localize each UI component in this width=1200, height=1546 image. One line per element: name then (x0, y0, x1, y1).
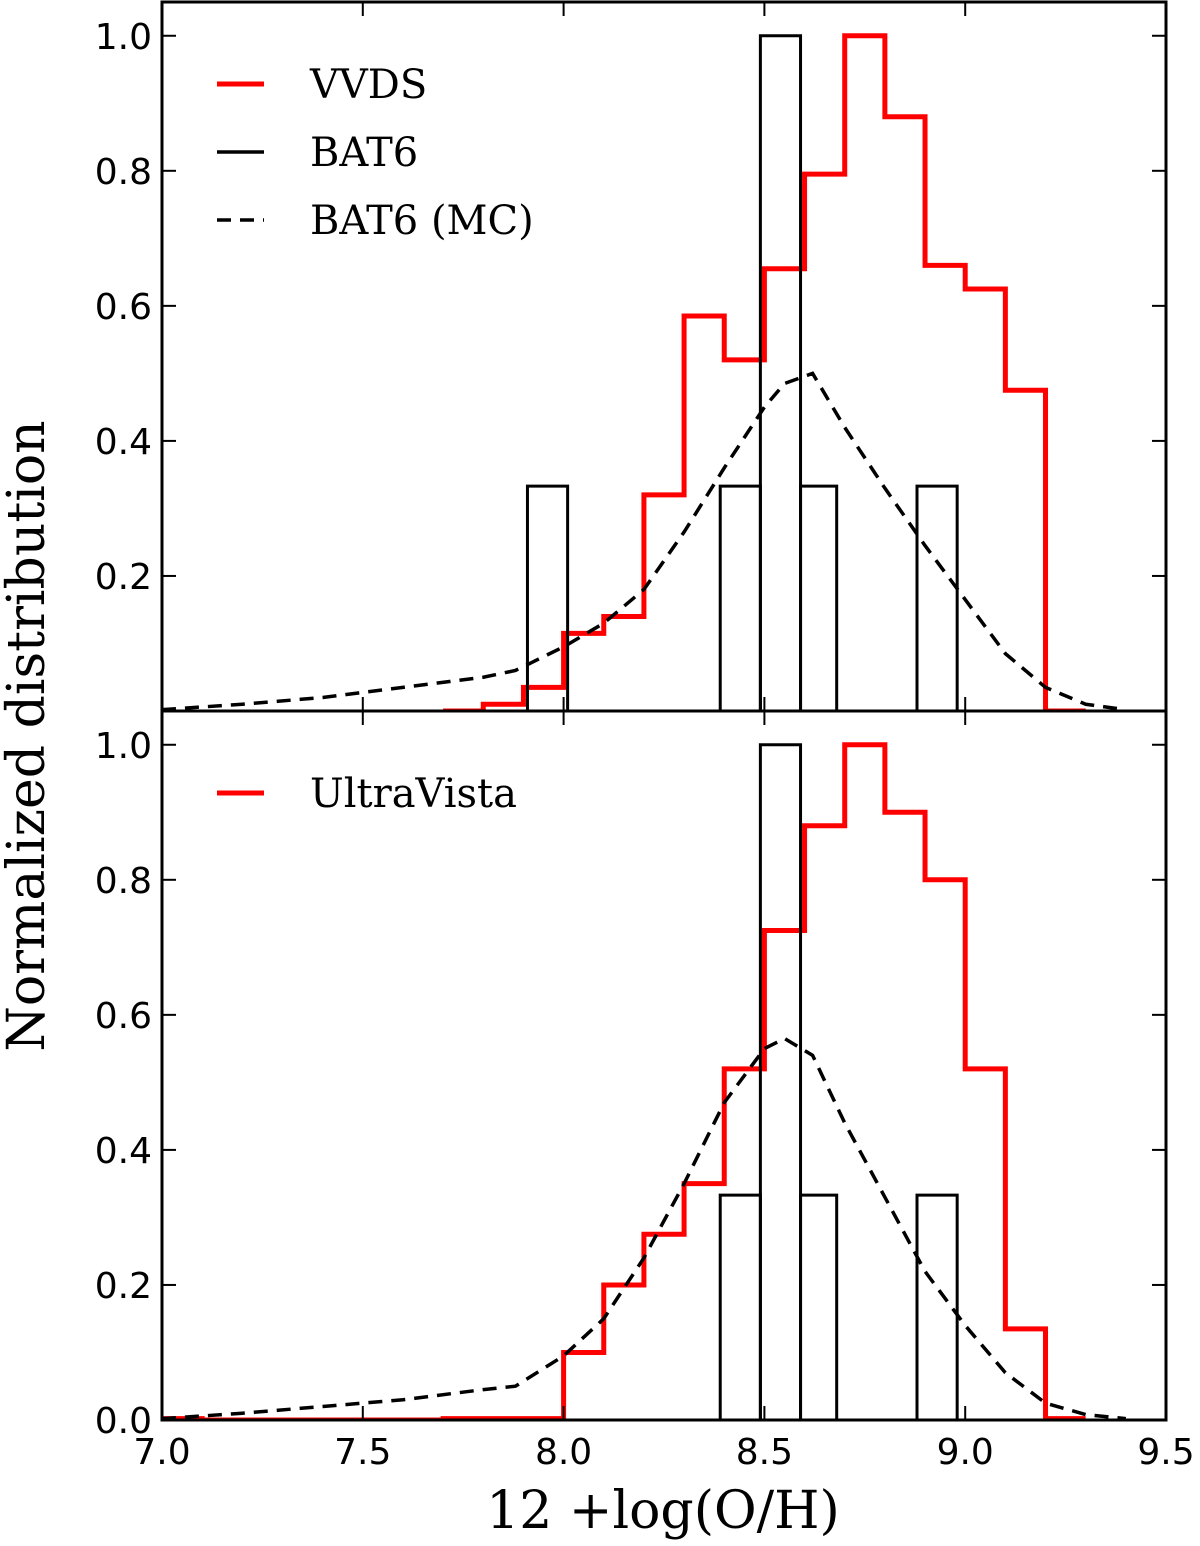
top-legend-label-vvds: VVDS (309, 62, 427, 108)
bottom-series-bat6-mc-dashed-curve (162, 1036, 1127, 1420)
bottom-series-group (162, 742, 1127, 1420)
bottom-y-tick-label-3: 0.6 (95, 996, 152, 1037)
bottom-x-tick-label-1: 7.5 (334, 1432, 391, 1473)
top-panel: 0.2 0.4 0.6 0.8 1.0 VVDS BAT6 BAT6 (MC) (95, 0, 1168, 713)
bottom-y-tick-label-1: 0.2 (95, 1266, 152, 1307)
top-legend-label-bat6: BAT6 (310, 130, 418, 176)
bottom-x-tick-label-0: 7.0 (133, 1432, 190, 1473)
top-series-group (162, 33, 1127, 711)
top-series-bat6-bar-4 (915, 484, 959, 711)
bottom-panel: 7.0 7.5 8.0 8.5 9.0 9.5 0.0 0.2 0.4 0.6 0.8 1.0 Ult… (95, 709, 1195, 1473)
bottom-x-tick-label-2: 8.0 (535, 1432, 592, 1473)
x-axis-title: 12 +log(O/H) (486, 1481, 840, 1541)
top-y-tick-label-4: 1.0 (95, 17, 152, 58)
y-axis-title: Normalized distribution (0, 420, 57, 1051)
bottom-x-tick-label-4: 9.0 (937, 1432, 994, 1473)
top-panel-tick-labels: 0.2 0.4 0.6 0.8 1.0 (95, 17, 152, 598)
bottom-panel-legend: UltraVista (217, 771, 517, 817)
bottom-y-tick-label-2: 0.4 (95, 1131, 152, 1172)
bottom-y-tick-label-4: 0.8 (95, 861, 152, 902)
top-y-tick-label-2: 0.6 (95, 287, 152, 328)
bottom-panel-tick-labels: 7.0 7.5 8.0 8.5 9.0 9.5 0.0 0.2 0.4 0.6 0.8 1.0 (95, 726, 1195, 1473)
bottom-panel-plot-area (162, 742, 1127, 1420)
bottom-series-bat6-bar-3 (915, 1193, 959, 1420)
top-series-bat6-bar-2 (758, 34, 803, 711)
top-y-tick-label-3: 0.8 (95, 152, 152, 193)
bottom-series-bat6-bar-1 (758, 743, 803, 1420)
top-panel-plot-area (162, 33, 1127, 711)
top-panel-legend: VVDS BAT6 BAT6 (MC) (217, 62, 534, 244)
top-series-bat6-bar-3 (799, 484, 839, 711)
bottom-legend-label-ultravista: UltraVista (310, 771, 517, 817)
top-legend-label-bat6-mc: BAT6 (MC) (310, 198, 534, 244)
top-series-bat6-bar-0 (525, 484, 570, 711)
bottom-x-tick-label-3: 8.5 (736, 1432, 793, 1473)
top-series-bat6-mc-dashed-curve (162, 371, 1127, 711)
top-series-vvds-step-line (443, 33, 1086, 711)
top-y-tick-label-0: 0.2 (95, 557, 152, 598)
bottom-series-bat6-bar-2 (799, 1193, 839, 1420)
bottom-y-tick-label-5: 1.0 (95, 726, 152, 767)
bottom-y-tick-label-0: 0.0 (95, 1401, 152, 1442)
top-y-tick-label-1: 0.4 (95, 422, 152, 463)
bottom-x-tick-label-5: 9.5 (1137, 1432, 1194, 1473)
bottom-panel-frame (160, 709, 1168, 1422)
